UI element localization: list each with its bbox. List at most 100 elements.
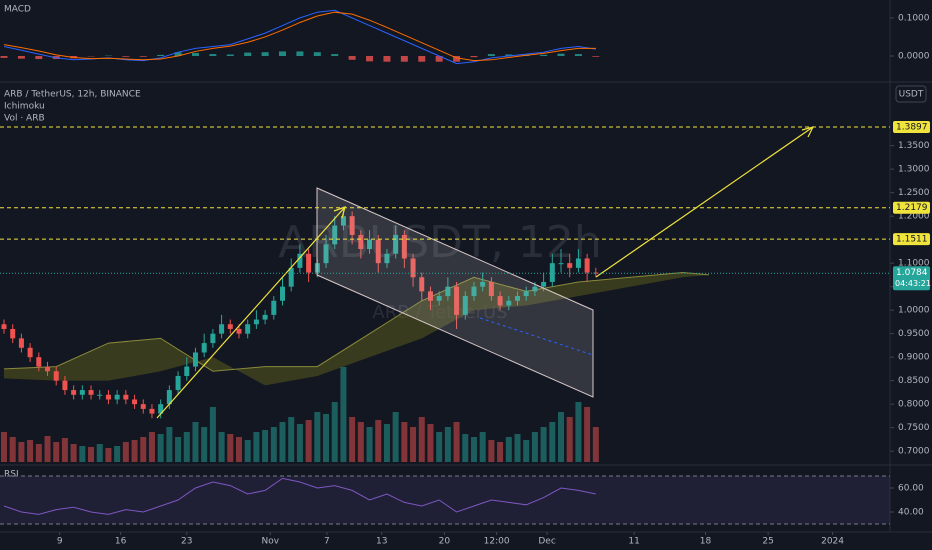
candle-body [393,234,399,254]
macd-histogram [226,54,234,56]
volume-bar [462,434,469,462]
macd-histogram [505,54,513,56]
macd-histogram [244,52,252,56]
candle-body [332,225,338,245]
candle-body [1,324,7,329]
volume-bar [514,434,521,462]
x-tick-label: 9 [57,537,63,547]
arrow [595,126,814,278]
volume-bar [375,420,382,462]
candle-body [419,277,425,292]
signal-line [3,11,596,62]
volume-bar [35,444,42,462]
macd-histogram [470,56,478,58]
volume-bar [575,402,582,462]
volume-bar [253,432,260,462]
volume-bar [314,412,321,462]
currency-button[interactable] [895,85,927,103]
arrow-head [333,206,346,219]
candle-body [149,408,155,414]
volume-bar [331,402,338,462]
x-tick-label: 11 [628,537,639,547]
macd-histogram [261,52,269,56]
volume-bar [558,412,565,462]
candle-body [532,286,538,292]
y-tick-label: 0.0000 [898,52,930,62]
drawings [156,126,815,419]
volume-bar [175,437,182,462]
candle-body [97,394,103,396]
level-label-bg [893,233,930,246]
rsi-band [0,476,890,524]
volume-bar [157,434,164,462]
volume-bar [592,427,599,462]
last-price-label: 1.0784 [896,268,928,278]
volume-bar [18,442,25,462]
macd-histogram [17,56,25,59]
volume-bar [270,427,277,462]
volume-bar [566,417,573,462]
volume-bar [479,432,486,462]
candle-body [62,380,68,391]
candle-body [53,371,59,381]
candle-body [88,390,94,395]
y-tick-label: 0.7500 [898,423,930,433]
y-tick-label: 1.3000 [898,165,930,175]
x-tick-label: 18 [700,537,712,547]
macd-histogram [35,56,43,60]
candle-body [201,343,207,353]
volume-bar [531,432,538,462]
level-label: 1.3897 [896,122,928,132]
candle-body [558,263,564,265]
channel [316,187,594,398]
macd-histogram [209,54,217,56]
candle-body [367,239,373,250]
x-tick-label: 23 [181,537,192,547]
volume-bar [262,430,269,462]
y-tick-label: 0.1000 [898,13,930,23]
volume-bar [418,417,425,462]
volume-bar [444,427,451,462]
x-tick-label: 2024 [821,537,844,547]
y-tick-label: 0.8000 [898,400,930,410]
macd-histogram [0,56,8,58]
candle-body [227,324,233,329]
candle-body [288,267,294,287]
volume-bar [488,440,495,462]
macd-histogram [174,52,182,56]
macd-histogram [435,56,443,62]
candle-body [114,394,120,400]
volume-bar [122,442,129,462]
macd-histogram [122,56,130,57]
level-label: 1.2179 [896,203,928,213]
macd-histogram [157,54,165,56]
candle-body [410,258,416,278]
candle-body [349,216,355,235]
candle-body [27,347,33,358]
volume-bar [235,437,242,462]
macd-histogram [366,56,374,62]
candle-body [462,296,468,315]
volume-bar [323,414,330,462]
volume-bar [305,420,312,462]
level-label: 1.1511 [896,235,928,245]
candle-body [71,390,77,395]
volume-bar [340,367,347,462]
macd-histogram [400,56,408,62]
indicator-label: Ichimoku [4,102,45,112]
y-tick-label: 1.2000 [898,212,930,222]
y-tick-label: 0.9000 [898,353,930,363]
volume-bar [436,432,443,462]
volume-bar [183,432,190,462]
volume-bar [218,432,225,462]
y-tick-label: 1.1000 [898,259,930,269]
rsi-line [3,477,596,515]
currency[interactable]: USDT [899,90,924,100]
volume-bar [383,424,390,462]
candle-body [427,291,433,301]
candle-body [45,366,51,372]
candle-body [375,239,381,264]
x-tick-label: 13 [376,537,387,547]
volume-bar [209,407,216,462]
candle-body [175,375,181,391]
